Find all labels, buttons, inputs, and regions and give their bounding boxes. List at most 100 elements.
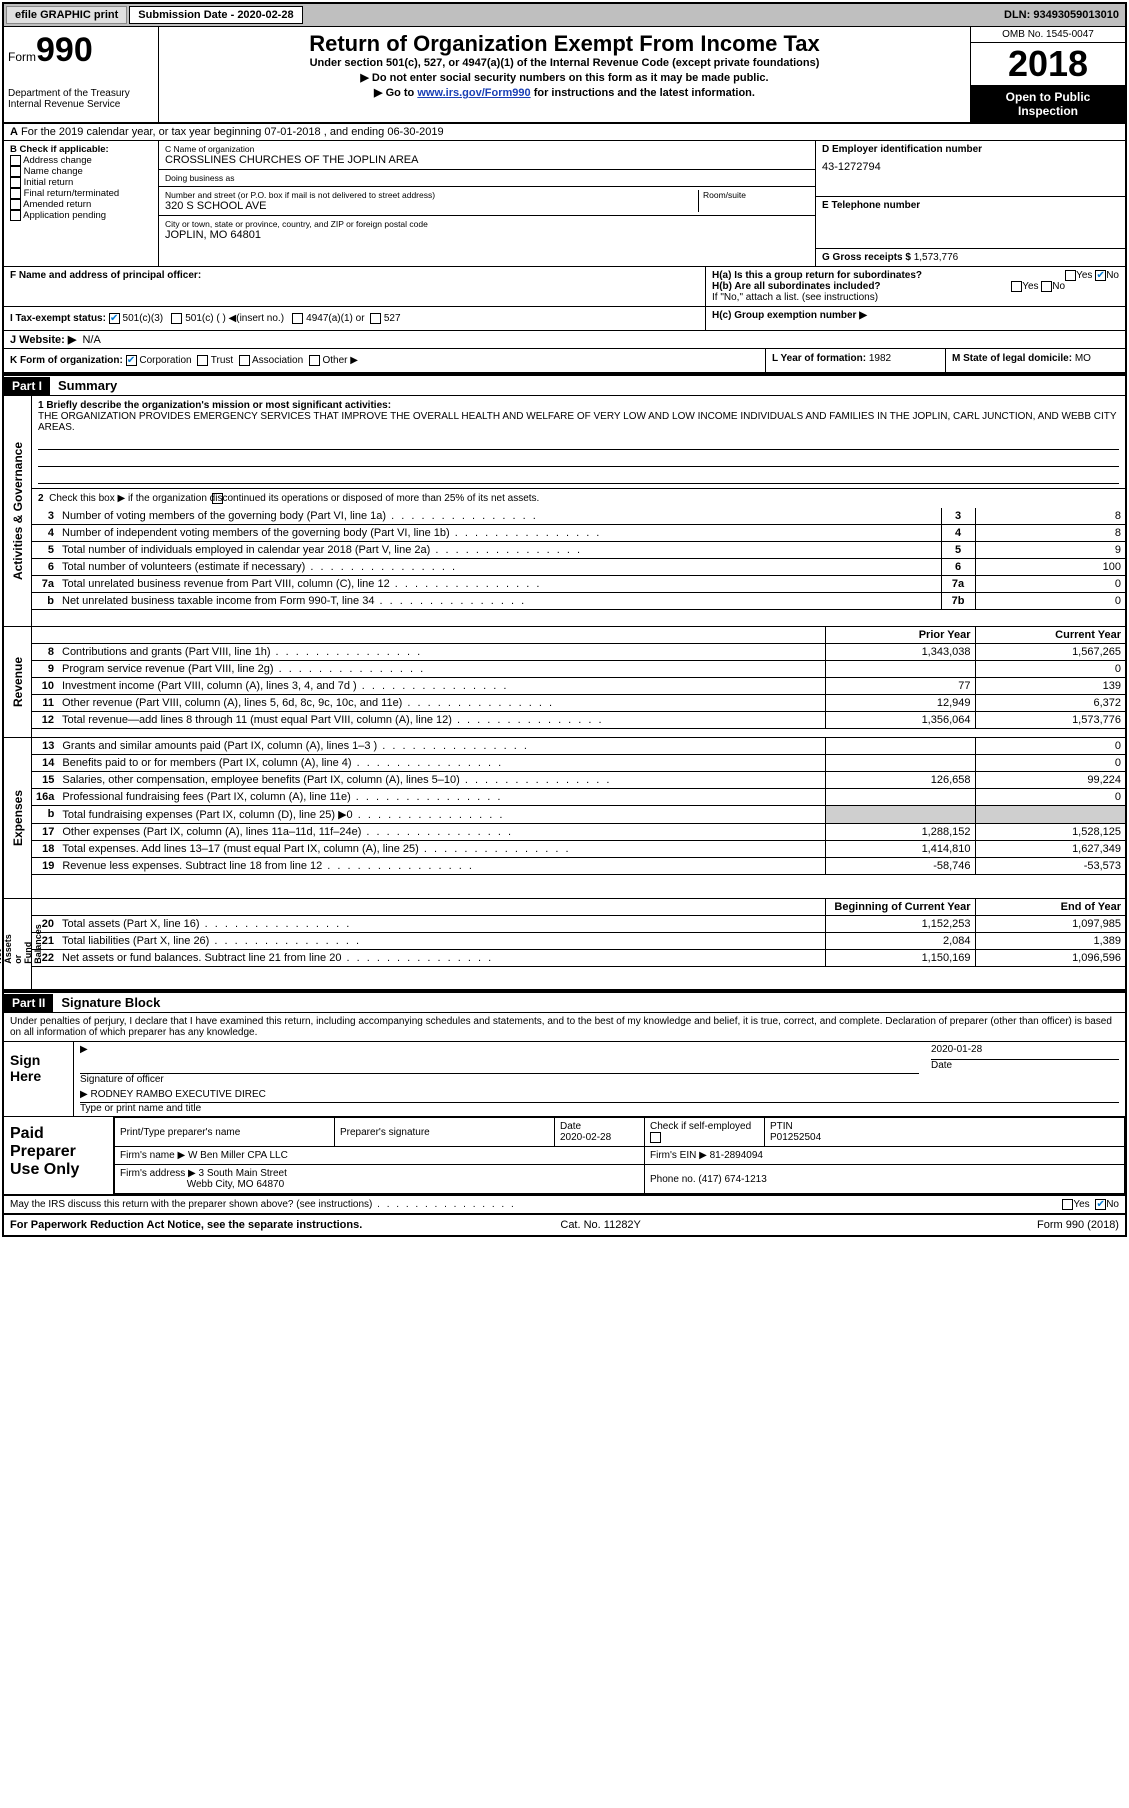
b-opt-4: Amended return: [23, 199, 91, 210]
ck-amended[interactable]: [10, 199, 21, 210]
row-py: 1,356,064: [825, 712, 975, 729]
row-py: 1,343,038: [825, 644, 975, 661]
row-text: Total fundraising expenses (Part IX, col…: [58, 806, 825, 824]
k-other: Other ▶: [322, 355, 357, 366]
eoy-hdr: End of Year: [975, 899, 1125, 916]
ha-no[interactable]: [1095, 270, 1106, 281]
firm-name: W Ben Miller CPA LLC: [188, 1150, 288, 1161]
efile-button[interactable]: efile GRAPHIC print: [6, 6, 127, 24]
omb: OMB No. 1545-0047: [971, 27, 1125, 43]
row-box: 6: [941, 559, 975, 576]
cy-hdr: Current Year: [975, 627, 1125, 644]
row-cy: 0: [975, 755, 1125, 772]
i-a1: 4947(a)(1) or: [306, 313, 364, 324]
paid-preparer: Paid Preparer Use Only: [4, 1117, 114, 1194]
row-val: 100: [975, 559, 1125, 576]
hb-yes[interactable]: [1011, 281, 1022, 292]
row-text: Net unrelated business taxable income fr…: [58, 593, 941, 610]
row-py: 1,414,810: [825, 841, 975, 858]
ck-initial[interactable]: [10, 177, 21, 188]
row-cy: 139: [975, 678, 1125, 695]
mission: THE ORGANIZATION PROVIDES EMERGENCY SERV…: [38, 411, 1119, 433]
ck-self[interactable]: [650, 1132, 661, 1143]
prep-h2: Preparer's signature: [335, 1118, 555, 1147]
ck-trust[interactable]: [197, 355, 208, 366]
ck-name[interactable]: [10, 166, 21, 177]
ck-address[interactable]: [10, 155, 21, 166]
goto-pre: ▶ Go to: [374, 87, 417, 99]
row-py: [825, 789, 975, 806]
ck-other[interactable]: [309, 355, 320, 366]
side-exp: Expenses: [11, 790, 25, 846]
prep-h4: Check if self-employed: [650, 1121, 751, 1132]
d-lbl: D Employer identification number: [822, 144, 982, 155]
k-assoc: Association: [252, 355, 303, 366]
row-num: 17: [32, 824, 58, 841]
ck-assoc[interactable]: [239, 355, 250, 366]
row-box: 7b: [941, 593, 975, 610]
discuss-yes[interactable]: [1062, 1199, 1073, 1210]
org-name: CROSSLINES CHURCHES OF THE JOPLIN AREA: [165, 154, 809, 166]
firm-addr1: 3 South Main Street: [199, 1168, 287, 1179]
ck-4947[interactable]: [292, 313, 303, 324]
side-rev: Revenue: [11, 657, 25, 707]
discuss-no[interactable]: [1095, 1199, 1106, 1210]
i-c: 501(c) ( ) ◀(insert no.): [185, 313, 284, 324]
ein: 43-1272794: [822, 155, 1119, 173]
f-lbl: F Name and address of principal officer:: [10, 270, 201, 281]
row-num: 9: [32, 661, 58, 678]
irs-link[interactable]: www.irs.gov/Form990: [417, 87, 530, 99]
ck-pending[interactable]: [10, 210, 21, 221]
name-lbl: Type or print name and title: [80, 1103, 201, 1114]
subtitle-2: ▶ Do not enter social security numbers o…: [167, 71, 962, 84]
prep-h3: Date: [560, 1121, 581, 1132]
row-box: 4: [941, 525, 975, 542]
g-lbl: G Gross receipts $: [822, 252, 914, 263]
ha: H(a) Is this a group return for subordin…: [712, 270, 922, 281]
row-text: Grants and similar amounts paid (Part IX…: [58, 738, 825, 755]
dln: DLN: 93493059013010: [998, 7, 1125, 23]
l1-lbl: 1 Briefly describe the organization's mi…: [38, 400, 391, 411]
faddr-lbl: Firm's address ▶: [120, 1168, 196, 1179]
row-box: 7a: [941, 576, 975, 593]
ck-501c3[interactable]: [109, 313, 120, 324]
hb-no[interactable]: [1041, 281, 1052, 292]
row-text: Total unrelated business revenue from Pa…: [58, 576, 941, 593]
row-py: 2,084: [825, 933, 975, 950]
row-py: 1,152,253: [825, 916, 975, 933]
row-text: Professional fundraising fees (Part IX, …: [58, 789, 825, 806]
ck-l2[interactable]: [212, 493, 223, 504]
ck-corp[interactable]: [126, 355, 137, 366]
row-py: 1,288,152: [825, 824, 975, 841]
c-room-lbl: Room/suite: [703, 190, 809, 200]
ck-final[interactable]: [10, 188, 21, 199]
part1-title: Summary: [50, 376, 125, 395]
ha-yes[interactable]: [1065, 270, 1076, 281]
row-num: b: [32, 806, 58, 824]
form-foot: Form 990 (2018): [1037, 1219, 1119, 1231]
ck-527[interactable]: [370, 313, 381, 324]
firm-phone: (417) 674-1213: [698, 1174, 766, 1185]
form-title: Return of Organization Exempt From Incom…: [167, 31, 962, 57]
b-opt-0: Address change: [23, 155, 92, 166]
row-cy: 0: [975, 789, 1125, 806]
row-num: 10: [32, 678, 58, 695]
row-cy: 0: [975, 661, 1125, 678]
row-py: [825, 738, 975, 755]
row-num: 5: [32, 542, 58, 559]
year-formed: 1982: [869, 353, 891, 364]
row-num: 11: [32, 695, 58, 712]
row-num: 14: [32, 755, 58, 772]
row-val: 0: [975, 593, 1125, 610]
k-lbl: K Form of organization:: [10, 355, 123, 366]
ck-501c[interactable]: [171, 313, 182, 324]
row-text: Other revenue (Part VIII, column (A), li…: [58, 695, 825, 712]
row-cy: 1,097,985: [975, 916, 1125, 933]
b-opt-1: Name change: [24, 166, 83, 177]
row-text: Total revenue—add lines 8 through 11 (mu…: [58, 712, 825, 729]
row-val: 9: [975, 542, 1125, 559]
row-text: Total assets (Part X, line 16): [58, 916, 825, 933]
form-number: 990: [36, 31, 93, 69]
row-py: 1,150,169: [825, 950, 975, 967]
prep-h5: PTIN: [770, 1121, 793, 1132]
